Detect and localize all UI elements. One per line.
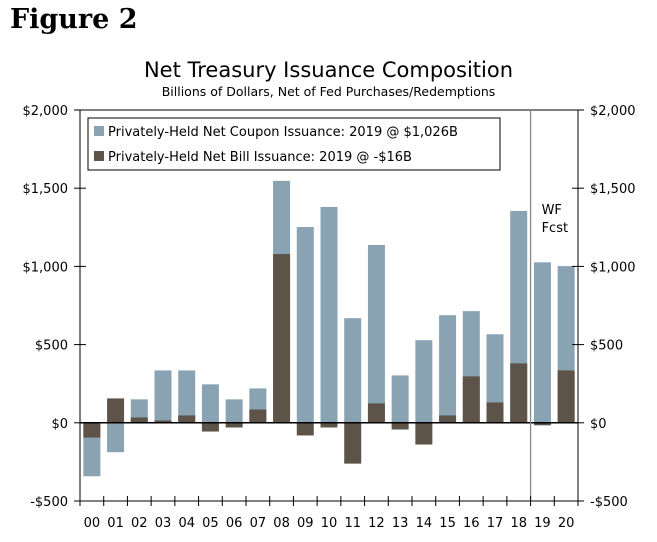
x-tick-label: 18 <box>510 516 527 531</box>
x-tick-label: 01 <box>107 516 124 531</box>
bill-bar <box>83 422 101 438</box>
x-tick-label: 13 <box>392 516 409 531</box>
coupon-bar <box>391 375 409 423</box>
bill-bar <box>225 422 243 428</box>
y-tick-label-left: -$500 <box>30 495 68 510</box>
bill-bar <box>154 420 172 423</box>
y-tick-label-right: -$500 <box>590 495 628 510</box>
legend-swatch <box>94 151 104 161</box>
x-tick-label: 06 <box>226 516 243 531</box>
figure-label: Figure 2 <box>10 4 138 35</box>
x-tick-label: 11 <box>344 516 361 531</box>
bill-bar <box>130 417 148 423</box>
x-tick-label: 09 <box>297 516 314 531</box>
x-tick-label: 04 <box>178 516 195 531</box>
coupon-bar <box>320 206 338 423</box>
coupon-bar <box>344 318 362 423</box>
bill-bar <box>107 398 125 423</box>
coupon-bar <box>201 384 219 423</box>
y-tick-label-left: $2,000 <box>23 104 69 119</box>
coupon-bar <box>107 422 125 453</box>
forecast-annotation: WF <box>542 203 562 218</box>
x-tick-label: 07 <box>250 516 267 531</box>
y-tick-label-left: $500 <box>35 339 68 354</box>
bill-bar <box>391 422 409 430</box>
y-tick-label-right: $0 <box>590 417 607 432</box>
bill-bar <box>296 422 314 436</box>
coupon-bar <box>178 370 196 423</box>
bill-bar <box>249 409 267 423</box>
legend-swatch <box>94 126 104 136</box>
coupon-bar <box>130 399 148 423</box>
x-tick-label: 08 <box>273 516 290 531</box>
y-tick-label-left: $1,000 <box>23 260 69 275</box>
x-tick-label: 19 <box>534 516 551 531</box>
x-tick-label: 10 <box>321 516 338 531</box>
y-tick-label-right: $500 <box>590 339 623 354</box>
x-tick-label: 03 <box>155 516 172 531</box>
y-tick-label-left: $0 <box>51 417 68 432</box>
bill-bar <box>415 422 433 445</box>
coupon-bar <box>367 244 385 423</box>
coupon-bar <box>439 315 457 423</box>
x-tick-label: 12 <box>368 516 385 531</box>
x-tick-label: 17 <box>487 516 504 531</box>
bill-bar <box>273 254 291 423</box>
x-tick-label: 02 <box>131 516 148 531</box>
x-tick-label: 16 <box>463 516 480 531</box>
chart-title: Net Treasury Issuance Composition <box>143 58 514 82</box>
coupon-bar <box>486 334 504 423</box>
legend-label: Privately-Held Net Coupon Issuance: 2019… <box>108 125 458 140</box>
coupon-bar <box>154 370 172 423</box>
bill-bar <box>201 422 219 432</box>
x-tick-label: 00 <box>84 516 101 531</box>
bill-bar <box>486 402 504 423</box>
bill-bar <box>320 422 338 428</box>
bill-bar <box>439 415 457 423</box>
coupon-bar <box>225 399 243 423</box>
y-tick-label-right: $1,500 <box>590 182 636 197</box>
legend-label: Privately-Held Net Bill Issuance: 2019 @… <box>108 150 412 165</box>
bill-bar <box>344 422 362 464</box>
forecast-annotation: Fcst <box>542 221 569 236</box>
bill-bar <box>462 376 480 423</box>
y-tick-label-right: $2,000 <box>590 104 636 119</box>
bill-bar <box>178 415 196 423</box>
bill-bar <box>367 403 385 423</box>
bill-bar <box>510 363 528 423</box>
x-tick-label: 14 <box>416 516 433 531</box>
legend-box <box>87 117 501 171</box>
x-tick-label: 05 <box>202 516 219 531</box>
bill-bar <box>557 370 575 423</box>
coupon-bar <box>533 262 551 423</box>
coupon-bar <box>415 340 433 423</box>
y-tick-label-right: $1,000 <box>590 260 636 275</box>
x-tick-label: 20 <box>558 516 575 531</box>
y-tick-label-left: $1,500 <box>23 182 69 197</box>
coupon-bar <box>296 226 314 423</box>
bill-bar <box>533 422 551 426</box>
chart-subtitle: Billions of Dollars, Net of Fed Purchase… <box>161 84 496 99</box>
x-tick-label: 15 <box>439 516 456 531</box>
